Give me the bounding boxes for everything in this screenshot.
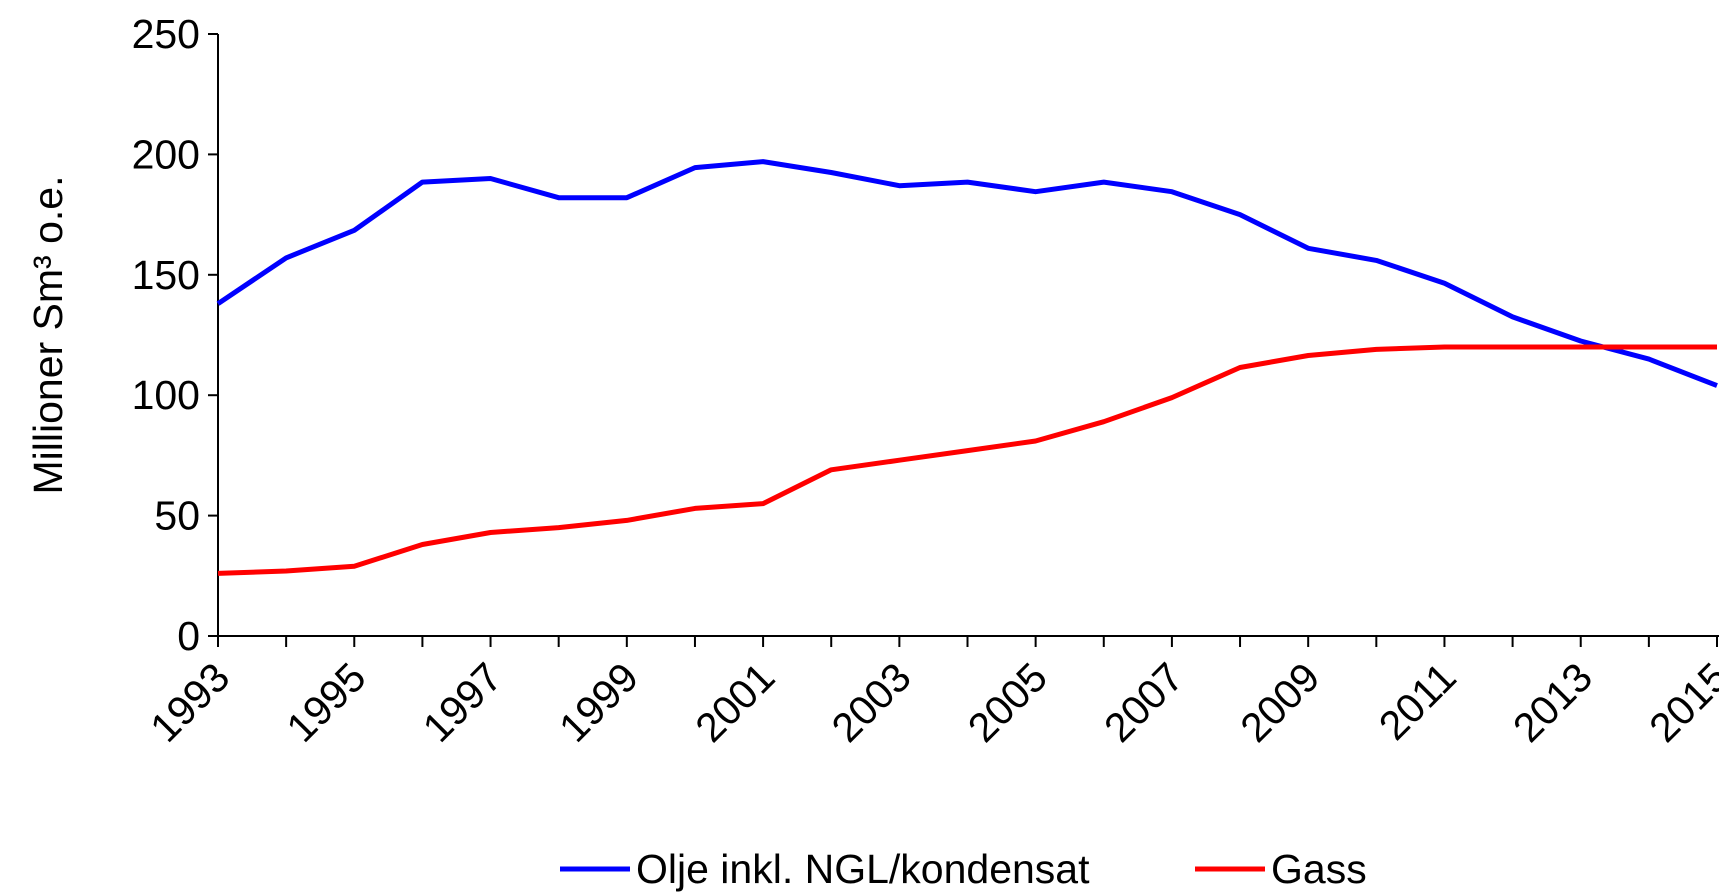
data-line: [217, 344, 1717, 576]
x-tick-label: 2005: [959, 654, 1056, 751]
y-tick-label: 0: [177, 613, 200, 659]
x-tick-label: 1999: [550, 654, 647, 751]
y-tick-label: 50: [154, 493, 200, 539]
x-tick-label: 1997: [414, 654, 511, 751]
data-line: [216, 159, 1718, 388]
x-tick-label: 1995: [278, 654, 375, 751]
x-tick-label: 2003: [823, 654, 920, 751]
y-tick-label: 200: [132, 131, 200, 177]
x-tick-label: 2009: [1232, 654, 1329, 751]
x-tick-label: 2007: [1095, 654, 1192, 751]
x-tick-label: 2015: [1640, 654, 1719, 751]
y-tick-label: 150: [132, 252, 200, 298]
x-tick-label: 2001: [686, 654, 783, 751]
y-axis-label: Millioner Sm³ o.e.: [25, 176, 71, 495]
x-tick-label: 1993: [141, 654, 238, 751]
x-tick-label: 2013: [1504, 654, 1601, 751]
y-tick-label: 250: [132, 11, 200, 57]
x-tick-label: 2011: [1370, 654, 1465, 749]
legend-label: Gass: [1271, 846, 1367, 892]
legend-label: Olje inkl. NGL/kondensat: [636, 846, 1090, 892]
y-tick-label: 100: [132, 372, 200, 418]
